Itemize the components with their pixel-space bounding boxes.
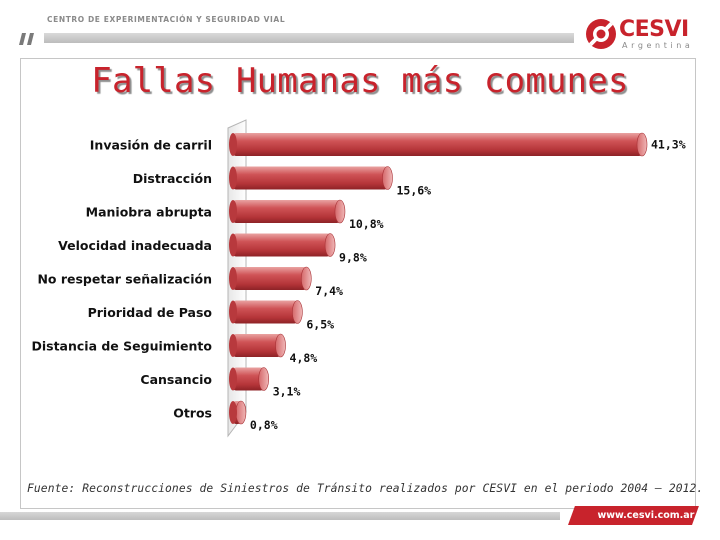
value-label: 10,8% bbox=[349, 217, 384, 231]
header-bar bbox=[44, 33, 574, 43]
bar bbox=[229, 300, 303, 324]
category-label: Distracción bbox=[133, 171, 212, 186]
bar bbox=[229, 166, 393, 190]
logo-subtitle: Argentina bbox=[622, 41, 694, 50]
value-label: 41,3% bbox=[651, 138, 686, 152]
logo-wordmark: CESVI bbox=[619, 17, 689, 42]
value-label: 15,6% bbox=[396, 184, 431, 198]
category-label: No respetar señalización bbox=[37, 272, 212, 287]
bar bbox=[229, 132, 648, 157]
category-label: Velocidad inadecuada bbox=[58, 238, 212, 253]
bar bbox=[229, 266, 312, 291]
bar bbox=[229, 333, 286, 358]
source-note: Fuente: Reconstrucciones de Siniestros d… bbox=[27, 482, 704, 495]
category-label: Distancia de Seguimiento bbox=[31, 339, 212, 354]
value-label: 7,4% bbox=[315, 284, 343, 298]
bar bbox=[229, 400, 247, 425]
footer-url[interactable]: www.cesvi.com.ar bbox=[568, 506, 699, 525]
content-frame bbox=[20, 58, 696, 509]
bar bbox=[229, 199, 346, 224]
header-slashes-icon bbox=[19, 33, 34, 45]
bar bbox=[229, 367, 269, 391]
cesvi-emblem-icon bbox=[586, 19, 616, 49]
bar bbox=[229, 233, 336, 257]
category-label: Prioridad de Paso bbox=[88, 305, 213, 320]
category-label: Invasión de carril bbox=[90, 138, 212, 153]
value-label: 0,8% bbox=[250, 418, 278, 432]
value-label: 9,8% bbox=[339, 251, 367, 265]
chart-title: Fallas Humanas más comunes bbox=[91, 61, 629, 101]
value-label: 6,5% bbox=[306, 318, 334, 332]
value-label: 3,1% bbox=[273, 385, 301, 399]
category-label: Maniobra abrupta bbox=[86, 205, 212, 220]
footer-bar bbox=[0, 512, 560, 520]
org-name: CENTRO DE EXPERIMENTACIÓN Y SEGURIDAD VI… bbox=[47, 15, 286, 24]
cesvi-logo: CESVI Argentina bbox=[584, 16, 704, 52]
value-label: 4,8% bbox=[290, 351, 318, 365]
category-label: Cansancio bbox=[140, 372, 212, 387]
category-label: Otros bbox=[173, 406, 212, 421]
